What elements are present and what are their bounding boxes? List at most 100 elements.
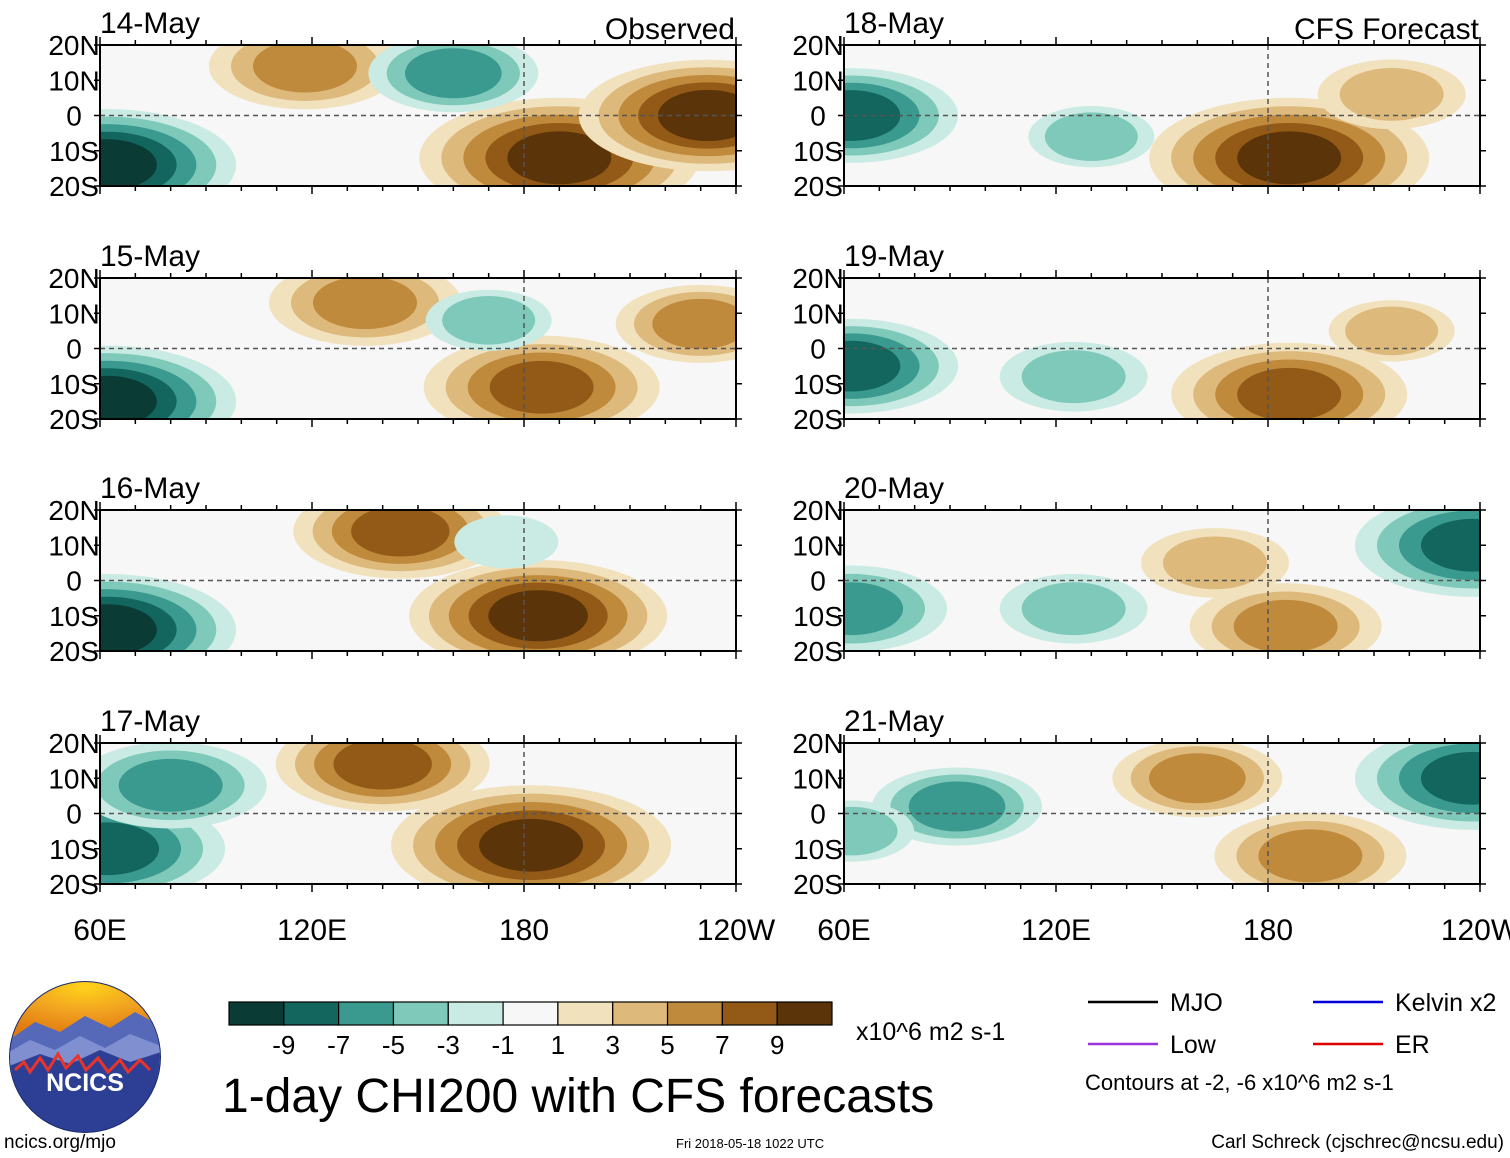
y-tick-label: 10N (792, 530, 843, 561)
anomaly-blob (1317, 59, 1466, 130)
y-tick-label: 20S (793, 404, 843, 435)
anomaly-blob (1028, 106, 1155, 168)
anomaly-blob (269, 278, 461, 346)
anomaly-blob (275, 743, 490, 812)
anomaly-contour-fill (1339, 67, 1444, 121)
anomaly-blob (615, 284, 736, 363)
colorbar-tick-label: 7 (715, 1030, 729, 1060)
y-tick-label: 20S (49, 869, 99, 900)
anomaly-blob (100, 743, 267, 829)
anomaly-blob (293, 510, 508, 579)
anomaly-contour-fill (454, 515, 559, 569)
y-tick-label: 20N (48, 495, 99, 526)
legend-note: Contours at -2, -6 x10^6 m2 s-1 (1085, 1070, 1394, 1095)
logo-text: NCICS (46, 1069, 124, 1097)
y-tick-label: 0 (810, 566, 826, 597)
anomaly-contour-fill (1420, 751, 1480, 805)
y-tick-label: 20N (792, 728, 843, 759)
x-axis-labels: 60E 120E 180 120W 60E 120E 180 120W (73, 914, 1510, 947)
colorbar-segment (228, 1001, 285, 1026)
anomaly-contour-fill (100, 822, 160, 876)
colorbar-tick-label: 5 (660, 1030, 674, 1060)
anomaly-blob (1214, 812, 1407, 884)
anomaly-blob (100, 345, 237, 419)
colorbar-units: x10^6 m2 s-1 (856, 1018, 1005, 1046)
y-tick-label: 0 (66, 799, 82, 830)
anomaly-contour-fill (1021, 582, 1126, 636)
anomaly-contour-fill (252, 45, 357, 93)
colorbar-segment (666, 1001, 723, 1026)
colorbar-segment (612, 1001, 669, 1026)
y-tick-label: 10S (793, 369, 843, 400)
anomaly-blob (1149, 97, 1430, 186)
anomaly-blob (1354, 510, 1480, 597)
panel-date-label: 17-May (100, 705, 200, 738)
column-label: CFS Forecast (1294, 13, 1480, 46)
x-tick-label: 180 (499, 914, 549, 947)
anomaly-blob (423, 335, 660, 419)
anomaly-blob (844, 800, 915, 862)
anomaly-blob (1171, 342, 1408, 419)
anomaly-contour-fill (479, 818, 584, 872)
panel-14-May: 20N 10N 0 10S 20S 14-May Observed (48, 7, 742, 202)
site-url[interactable]: ncics.org/mjo (4, 1132, 116, 1153)
anomaly-contour-fill (351, 510, 450, 557)
anomaly-contour-fill (844, 582, 904, 636)
anomaly-contour-fill (100, 375, 157, 419)
y-tick-label: 10S (49, 601, 99, 632)
y-tick-label: 20N (48, 728, 99, 759)
anomaly-contour-fill (844, 806, 898, 856)
legend-label: MJO (1170, 989, 1223, 1017)
anomaly-blob (100, 109, 237, 186)
anomaly-contour-fill (507, 131, 612, 185)
panel-date-label: 18-May (844, 7, 944, 40)
anomaly-blob (454, 515, 559, 569)
ncics-logo: NCICS (9, 981, 161, 1133)
y-tick-label: 10N (48, 530, 99, 561)
legend: MJO Kelvin x2 Low ER (1088, 989, 1496, 1059)
chart-title: 1-day CHI200 with CFS forecasts (222, 1070, 934, 1123)
y-tick-label: 10N (48, 65, 99, 96)
x-tick-label: 120E (277, 914, 347, 947)
anomaly-blob (208, 45, 401, 110)
anomaly-blob (872, 767, 1043, 846)
colorbar-segment (557, 1001, 614, 1026)
y-tick-label: 20S (793, 636, 843, 667)
y-tick-label: 10S (49, 834, 99, 865)
panels-layer: 20N 10N 0 10S 20S 14-May Observed 20N 10N 0 10S 20S… (48, 7, 1486, 900)
panel-19-May: 20N 10N 0 10S 20S 19-May (792, 240, 1486, 435)
timestamp: Fri 2018-05-18 1022 UTC (676, 1136, 824, 1151)
anomaly-contour-fill (1420, 518, 1480, 572)
colorbar-segment (776, 1001, 833, 1026)
legend-label: ER (1395, 1031, 1430, 1059)
y-tick-label: 20S (49, 404, 99, 435)
y-tick-label: 10S (49, 136, 99, 167)
anomaly-blob (368, 45, 539, 113)
x-tick-label: 60E (817, 914, 870, 947)
anomaly-blob (1328, 300, 1455, 362)
anomaly-blob (1112, 743, 1283, 818)
y-tick-label: 10S (49, 369, 99, 400)
colorbar-tick-label: 1 (551, 1030, 565, 1060)
colorbar-tick-label: 3 (605, 1030, 619, 1060)
x-tick-label: 120W (1441, 914, 1510, 947)
colorbar-segment (502, 1001, 559, 1026)
anomaly-contour-fill (1237, 367, 1342, 419)
y-tick-label: 10N (792, 65, 843, 96)
anomaly-blob (391, 785, 672, 884)
anomaly-blob (844, 565, 948, 651)
anomaly-blob (1189, 583, 1382, 651)
x-tick-label: 180 (1243, 914, 1293, 947)
anomaly-contour-fill (1021, 350, 1126, 404)
y-tick-label: 10S (793, 136, 843, 167)
panel-date-label: 19-May (844, 240, 944, 273)
y-tick-label: 20S (49, 171, 99, 202)
y-tick-label: 10S (793, 601, 843, 632)
anomaly-contour-fill (442, 296, 536, 345)
author-credit: Carl Schreck (cjschrec@ncsu.edu) (1211, 1132, 1504, 1153)
colorbar-segment (392, 1001, 449, 1026)
colorbar-tick-label: 9 (770, 1030, 784, 1060)
x-tick-label: 60E (73, 914, 126, 947)
y-tick-label: 0 (810, 101, 826, 132)
anomaly-contour-fill (488, 590, 588, 642)
